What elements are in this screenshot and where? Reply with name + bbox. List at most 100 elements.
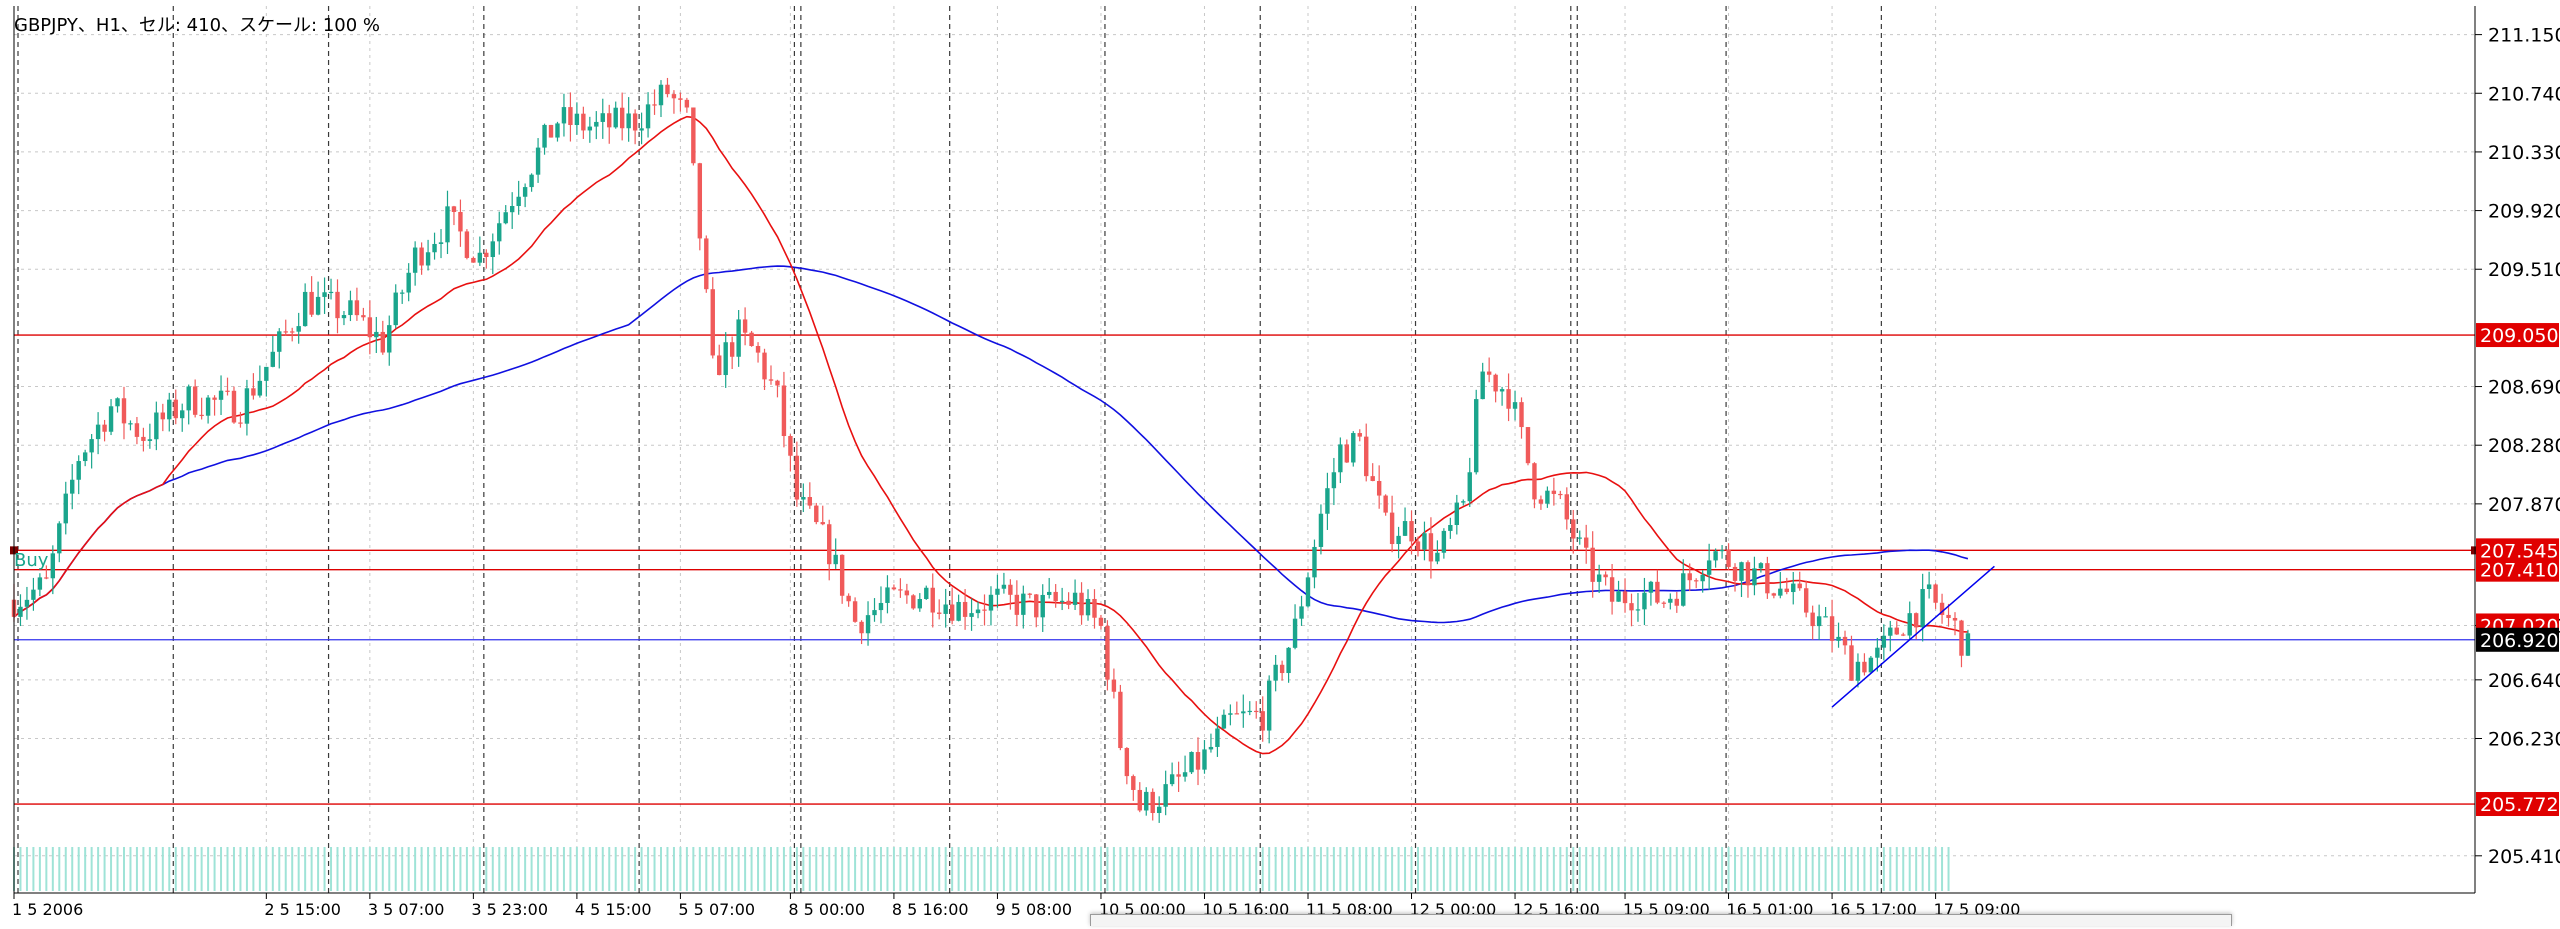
candle: [1499, 386, 1505, 406]
candle-body: [1752, 568, 1757, 586]
candle-body: [1739, 562, 1744, 581]
candle: [231, 386, 237, 424]
candle-body: [1001, 584, 1007, 589]
candle: [645, 92, 651, 138]
candle-body: [406, 272, 411, 293]
candle-body: [1687, 573, 1692, 581]
candle-body: [173, 399, 178, 419]
candle: [1221, 709, 1227, 729]
candle-body: [76, 461, 81, 480]
candle: [1008, 579, 1013, 610]
candle: [516, 180, 521, 215]
trendline[interactable]: [1831, 565, 1995, 708]
candle-body: [205, 397, 211, 416]
candle-body: [542, 124, 547, 148]
candle: [1681, 559, 1686, 607]
candle-body: [1868, 657, 1874, 673]
candle-body: [1247, 710, 1252, 713]
candle-body: [1538, 499, 1544, 504]
candle-body: [1376, 480, 1382, 496]
trendline-layer[interactable]: [1831, 565, 1995, 708]
candle: [1176, 761, 1181, 792]
candle-body: [1745, 562, 1751, 586]
candle-body: [1952, 617, 1958, 621]
candle: [497, 211, 502, 255]
candle: [503, 205, 508, 225]
candle: [1215, 716, 1220, 757]
candle: [684, 97, 690, 113]
candle: [1364, 423, 1369, 482]
candle-body: [309, 291, 314, 315]
candle-body: [1292, 618, 1298, 648]
time-tick-label: 2 5 15:00: [264, 900, 341, 919]
candle-body: [1208, 746, 1214, 750]
candle: [1577, 530, 1582, 545]
candle-body: [891, 587, 897, 590]
candle-body: [1150, 791, 1155, 814]
day-separators: [17, 6, 1882, 893]
candle-body: [788, 436, 793, 456]
candle: [898, 578, 903, 598]
candle-body: [361, 315, 366, 318]
candle-body: [1105, 625, 1110, 680]
candle: [1894, 621, 1899, 635]
candle: [1791, 572, 1796, 605]
candle-body: [134, 423, 140, 437]
candle: [1195, 737, 1201, 786]
candle: [594, 111, 599, 140]
candle: [89, 434, 94, 469]
candle: [691, 107, 696, 166]
candle: [257, 365, 263, 398]
candle-body: [44, 577, 49, 579]
level-price-label: 209.050: [2480, 325, 2559, 347]
candle-body: [859, 621, 864, 634]
candle-body: [1202, 749, 1207, 770]
candle-body: [988, 594, 994, 611]
candle-body: [561, 107, 567, 124]
chart-title: GBPJPY、H1、セル: 410、スケール: 100 %: [14, 15, 380, 36]
candle: [1836, 622, 1841, 648]
candle-body: [82, 452, 88, 462]
candle: [335, 279, 340, 334]
candle-body: [199, 414, 204, 417]
candle-body: [257, 380, 263, 396]
candle: [277, 328, 282, 369]
price-tick-label: 209.510: [2488, 259, 2560, 281]
candle-body: [975, 609, 981, 614]
candle-body: [212, 397, 217, 400]
tooltip-popup: [1090, 914, 2232, 926]
candle: [1687, 563, 1692, 592]
candle-body: [917, 599, 922, 609]
candle: [995, 574, 1000, 608]
candle-body: [1241, 711, 1246, 714]
candle-body: [1176, 774, 1181, 777]
candle: [665, 77, 670, 98]
candle-body: [180, 410, 185, 419]
candle-body: [244, 388, 250, 424]
candle-body: [1881, 635, 1887, 648]
candle: [742, 307, 748, 346]
candle: [975, 601, 981, 619]
candle: [406, 263, 411, 302]
candle-body: [949, 604, 955, 621]
candle-body: [1551, 490, 1557, 494]
candle: [108, 399, 114, 436]
candle-body: [1564, 494, 1569, 520]
candle: [95, 412, 101, 455]
candle: [749, 330, 754, 347]
candle: [328, 278, 334, 300]
candle-body: [937, 612, 942, 614]
candle: [1939, 593, 1945, 624]
candle-body: [95, 424, 101, 440]
candle: [1700, 570, 1705, 593]
candle: [736, 310, 741, 367]
candle-body: [671, 94, 677, 99]
candle-body: [1959, 620, 1964, 656]
candle: [1946, 603, 1951, 627]
horizontal-levels[interactable]: [10, 334, 2479, 805]
candle-body: [658, 84, 664, 106]
candle: [1247, 701, 1252, 716]
candle: [781, 371, 787, 448]
